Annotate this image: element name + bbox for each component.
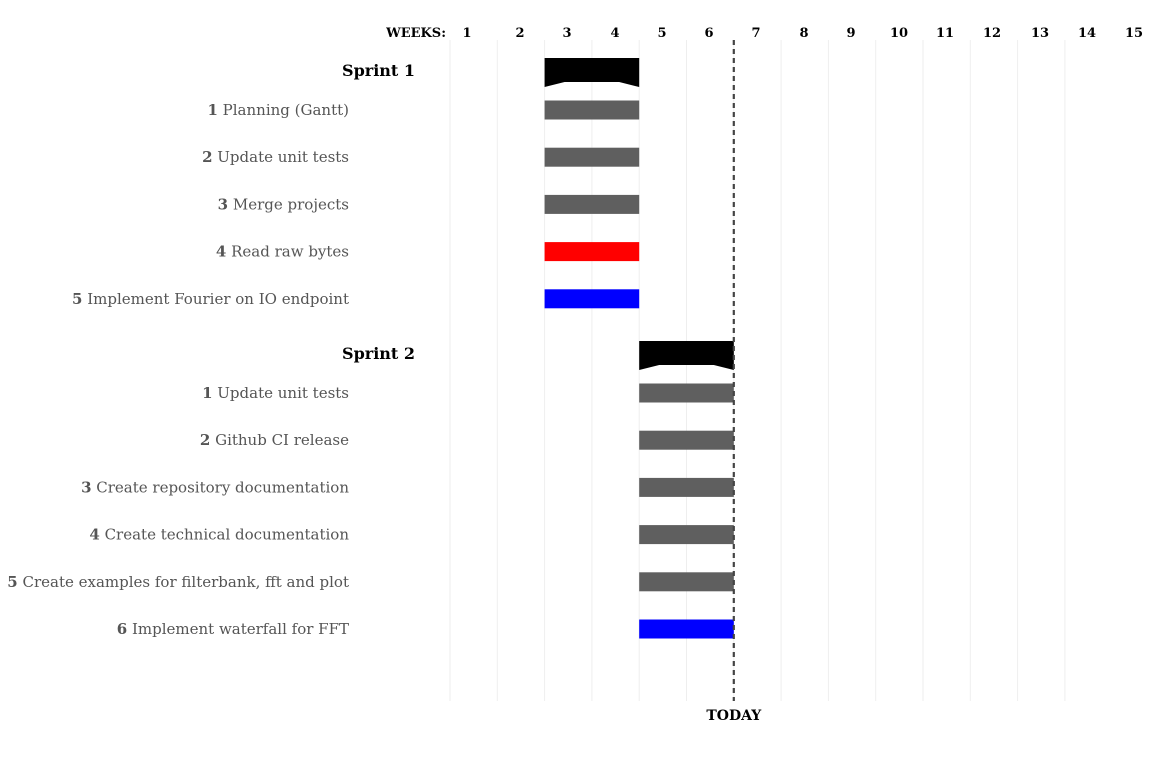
week-tick-label: 12 [983,26,1001,41]
week-tick-label: 1 [462,26,471,41]
week-tick-label: 3 [562,26,571,41]
week-tick-label: 15 [1125,26,1143,41]
group-summary-bar [639,341,734,370]
task-bar [544,147,640,167]
week-tick-label: 6 [704,26,713,41]
task-label: 1 Update unit tests [202,384,349,402]
week-tick-label: 10 [890,26,908,41]
task-label: 6 Implement waterfall for FFT [117,620,349,638]
task-label: 4 Read raw bytes [216,243,349,261]
task-label: 4 Create technical documentation [89,526,349,544]
task-label: 1 Planning (Gantt) [207,101,349,119]
week-header: WEEKS: 1 2 3 4 5 6 7 8 9 10 11 12 13 14 15 [385,26,1143,41]
group-label: Sprint 1 [342,61,415,80]
task-label: 5 Implement Fourier on IO endpoint [72,290,349,308]
week-tick-label: 7 [751,26,760,41]
task-bar [544,194,640,214]
task-bar [544,242,640,262]
task-label: 2 Update unit tests [202,148,349,166]
task-label: 3 Create repository documentation [81,478,349,496]
task-rows: Sprint 1 1 Planning (Gantt) 2 Update unit … [7,58,734,639]
week-tick-label: 13 [1031,26,1049,41]
week-tick-label: 14 [1078,26,1096,41]
task-bar [639,477,734,497]
group-label: Sprint 2 [342,344,415,363]
task-bar [639,619,734,639]
week-tick-label: 8 [799,26,808,41]
week-tick-label: 4 [610,26,619,41]
week-tick-label: 5 [657,26,666,41]
today-marker: TODAY [706,40,762,724]
task-label: 2 Github CI release [200,431,349,449]
group-summary-bar [544,58,640,87]
week-tick-label: 9 [846,26,855,41]
task-bar [639,572,734,592]
weeks-axis-label: WEEKS: [385,26,446,41]
task-bar [639,525,734,545]
task-bar [544,100,640,120]
week-gridlines [449,40,1066,701]
task-bar [544,289,640,309]
task-label: 3 Merge projects [218,195,349,213]
today-label: TODAY [706,708,762,724]
week-tick-label: 11 [936,26,954,41]
task-bar [639,430,734,450]
week-tick-label: 2 [515,26,524,41]
task-label: 5 Create examples for filterbank, fft an… [7,573,349,591]
task-bar [639,383,734,403]
